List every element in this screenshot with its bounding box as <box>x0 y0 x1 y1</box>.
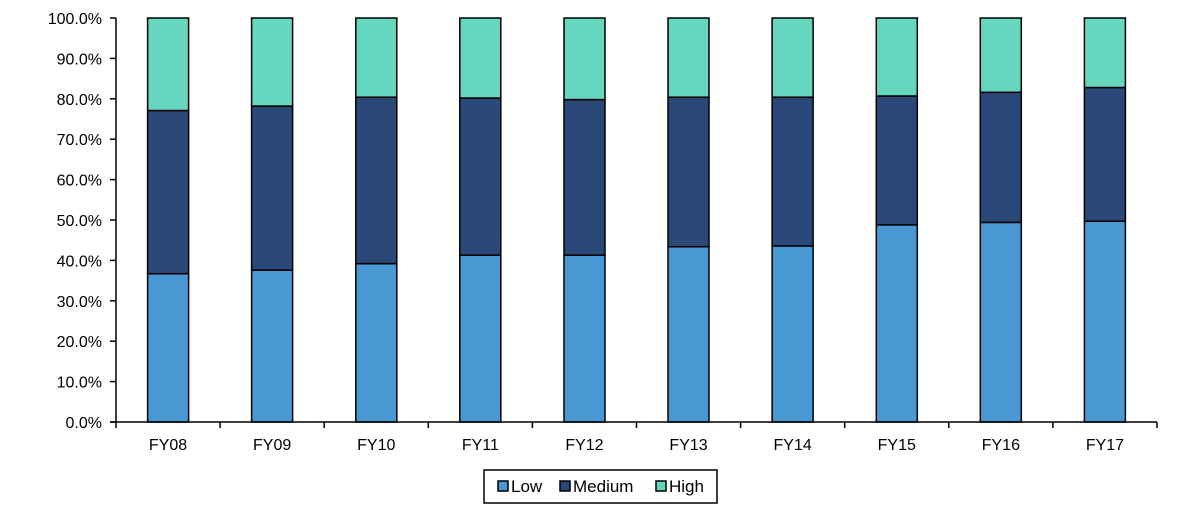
bar-fy11-medium <box>459 97 502 256</box>
y-tick-label: 20.0% <box>57 334 102 351</box>
legend-label-low: Low <box>511 477 543 496</box>
bar-fy12-low <box>563 254 606 423</box>
x-tick-label: FY16 <box>982 437 1020 454</box>
y-tick-label: 0.0% <box>66 415 102 432</box>
x-tick-label: FY11 <box>462 437 499 454</box>
x-tick-label: FY15 <box>878 437 916 454</box>
x-tick-label: FY13 <box>669 437 707 454</box>
bar-fy11-low <box>459 254 502 423</box>
legend-label-medium: Medium <box>573 477 633 496</box>
bar-fy11-high <box>459 17 502 99</box>
x-tick-label: FY09 <box>253 437 291 454</box>
bars-group <box>146 17 1127 423</box>
legend: Low Medium High <box>483 469 718 504</box>
y-tick-label: 100.0% <box>48 11 102 28</box>
legend-box <box>483 469 718 504</box>
bar-fy13-high <box>667 17 710 98</box>
x-tick-label: FY17 <box>1086 437 1124 454</box>
legend-swatch-medium <box>559 480 571 492</box>
bar-fy08-low <box>146 272 190 423</box>
bar-fy08-medium <box>146 109 190 275</box>
bar-fy12-high <box>563 17 606 101</box>
bar-fy14-medium <box>771 96 814 247</box>
bar-fy16-high <box>979 17 1023 94</box>
bar-fy13-medium <box>667 96 710 248</box>
bar-fy09-low <box>250 269 294 423</box>
y-tick-label: 70.0% <box>57 132 102 149</box>
y-tick-label: 40.0% <box>57 253 102 270</box>
bar-fy17-medium <box>1083 86 1127 222</box>
y-axis: 0.0% 10.0% 20.0% 30.0% 40.0% 50.0% 60.0% 70.0% 8… <box>48 11 117 432</box>
bar-fy17-high <box>1083 17 1127 89</box>
bar-fy13-low <box>667 245 710 423</box>
bar-fy16-medium <box>979 91 1023 224</box>
legend-swatch-low <box>497 480 509 492</box>
bar-fy08-high <box>146 17 190 112</box>
bar-fy09-high <box>250 17 294 107</box>
y-tick-label: 90.0% <box>57 51 102 68</box>
bar-fy12-medium <box>563 98 606 256</box>
bar-fy14-high <box>771 17 814 98</box>
y-tick-label: 10.0% <box>57 375 102 392</box>
legend-label-high: High <box>669 477 704 496</box>
y-tick-label: 80.0% <box>57 92 102 109</box>
bar-fy10-low <box>355 262 398 423</box>
bar-fy17-low <box>1083 220 1127 423</box>
y-tick-label: 50.0% <box>57 213 102 230</box>
bar-fy16-low <box>979 221 1023 423</box>
bar-fy10-high <box>355 17 398 98</box>
x-tick-label: FY12 <box>565 437 603 454</box>
bar-fy10-medium <box>355 96 398 265</box>
x-axis: FY08 FY09 FY10 FY11 FY12 FY13 FY14 FY15 FY16 FY17 <box>110 421 1158 454</box>
x-tick-label: FY14 <box>774 437 812 454</box>
y-tick-label: 30.0% <box>57 294 102 311</box>
bar-fy15-low <box>875 224 919 423</box>
bar-fy09-medium <box>250 105 294 271</box>
y-tick-label: 60.0% <box>57 173 102 190</box>
bar-fy15-medium <box>875 95 919 226</box>
bar-fy15-high <box>875 17 919 97</box>
x-tick-label: FY08 <box>149 437 187 454</box>
bar-fy14-low <box>771 245 814 423</box>
legend-swatch-high <box>655 480 667 492</box>
x-tick-label: FY10 <box>357 437 395 454</box>
